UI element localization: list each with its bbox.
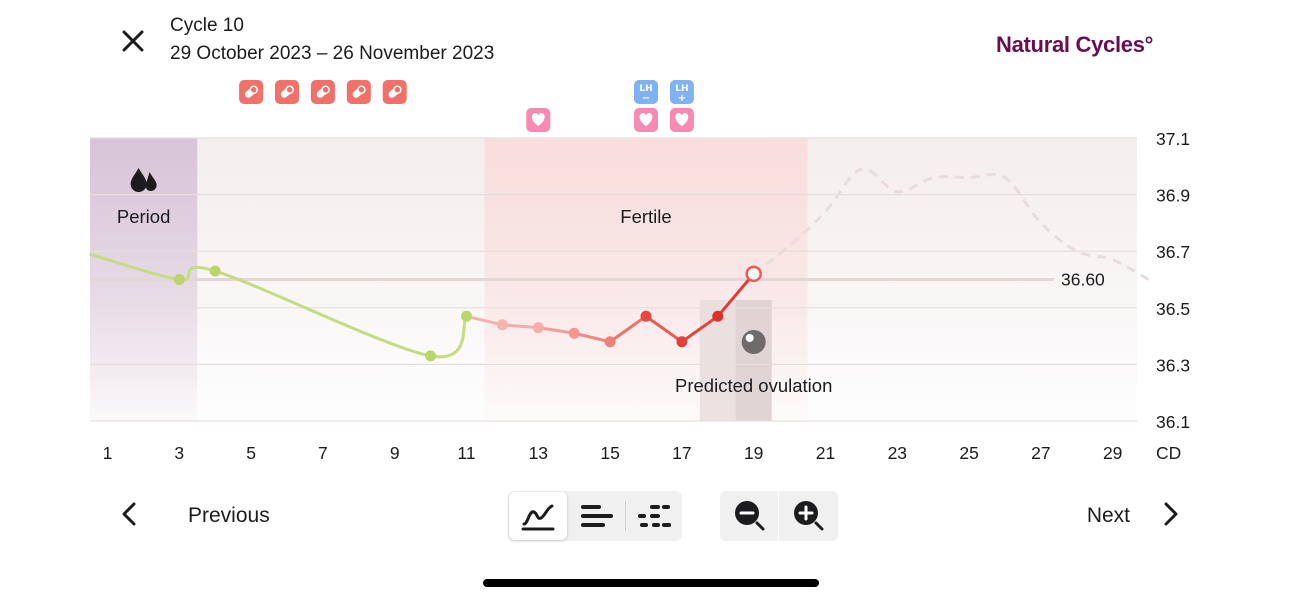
temperature-point	[173, 274, 185, 285]
svg-text:LH: LH	[639, 84, 652, 94]
close-button[interactable]	[116, 24, 150, 58]
zoom-out-button[interactable]	[720, 491, 779, 541]
temperature-point	[640, 310, 652, 322]
lh-negative-icon: LH−	[634, 80, 658, 104]
temperature-point	[532, 322, 544, 334]
drops-icon	[130, 168, 157, 192]
heart-icon	[669, 108, 694, 132]
temperature-point	[604, 336, 616, 348]
previous-cycle-button[interactable]: Previous	[110, 496, 300, 536]
latest-temperature-point	[745, 265, 762, 283]
zoom-divider	[778, 491, 779, 541]
y-tick-label: 36.5	[1156, 299, 1190, 319]
chevron-left-icon	[110, 494, 150, 539]
pill-icon	[310, 80, 335, 104]
home-indicator[interactable]	[483, 579, 819, 587]
graph-view-button[interactable]	[509, 492, 567, 540]
x-tick-label: 5	[246, 443, 256, 463]
ovulation-day-band	[735, 300, 772, 421]
fertile-line-segment	[716, 272, 756, 318]
svg-text:−: −	[642, 93, 650, 104]
y-tick-label: 36.3	[1156, 355, 1190, 375]
y-tick-label: 36.1	[1156, 412, 1190, 432]
x-tick-label: 1	[103, 443, 113, 463]
fertile-line-segment	[500, 323, 540, 330]
y-tick-label: 37.1	[1156, 129, 1190, 149]
previous-label: Previous	[188, 504, 270, 527]
x-tick-label: 29	[1103, 443, 1122, 463]
zoom-in-icon	[793, 501, 823, 531]
brand-logo: Natural Cycles°	[996, 32, 1154, 57]
pill-icon	[239, 80, 264, 104]
temperature-point	[425, 350, 437, 362]
dots-icon	[638, 505, 671, 527]
lh-positive-icon: LH+	[669, 80, 694, 104]
fertile-line-segment	[608, 314, 648, 344]
temperature-point	[676, 336, 688, 348]
x-tick-label: 11	[457, 443, 475, 463]
fertile-line-segment	[465, 314, 504, 327]
zoom-controls	[720, 491, 838, 541]
x-tick-label: 27	[1031, 443, 1050, 463]
temperature-point	[209, 265, 221, 277]
y-tick-label: 36.7	[1156, 242, 1190, 262]
x-tick-label: 21	[816, 443, 835, 463]
x-tick-label: 19	[744, 443, 763, 463]
x-tick-label: 23	[888, 443, 907, 463]
dots-view-button[interactable]	[626, 491, 684, 541]
temperature-point	[568, 327, 580, 339]
x-axis-unit-label: CD	[1156, 443, 1181, 463]
close-icon	[122, 30, 144, 52]
x-tick-label: 15	[600, 443, 619, 463]
x-tick-label: 3	[174, 443, 184, 463]
chevron-right-icon	[1150, 494, 1190, 539]
x-tick-label: 7	[318, 443, 328, 463]
period-label: Period	[117, 206, 170, 227]
nonfertile-line	[89, 252, 468, 359]
svg-text:+: +	[678, 93, 686, 104]
svg-text:LH: LH	[675, 84, 688, 94]
cycle-dates: 29 October 2023 – 26 November 2023	[170, 43, 495, 64]
predicted-ovulation-label: Predicted ovulation	[675, 375, 832, 396]
fertile-line-segment	[680, 314, 720, 344]
heart-icon	[526, 108, 551, 132]
next-cycle-button[interactable]: Next	[1050, 496, 1190, 536]
view-divider	[625, 501, 626, 531]
pill-icon	[382, 80, 407, 104]
heart-icon	[634, 108, 658, 132]
x-tick-label: 9	[390, 443, 400, 463]
temperature-point	[712, 310, 724, 322]
temperature-point	[496, 319, 508, 331]
pill-icon	[346, 80, 371, 104]
bars-icon	[581, 505, 613, 527]
y-tick-label: 36.9	[1156, 186, 1190, 206]
graph-icon	[521, 504, 555, 531]
fertile-line-segment	[572, 331, 612, 344]
x-tick-label: 17	[672, 443, 691, 463]
pill-icon	[275, 80, 299, 104]
x-tick-label: 25	[959, 443, 978, 463]
bars-view-button[interactable]	[568, 491, 626, 541]
coverline-label: 36.60	[1061, 270, 1105, 290]
view-mode-toggle	[508, 491, 682, 541]
fertile-label: Fertile	[620, 206, 671, 227]
x-tick-label: 13	[529, 443, 548, 463]
fertile-line-segment	[644, 314, 684, 344]
next-label: Next	[1086, 504, 1130, 527]
temperature-point	[461, 310, 472, 322]
zoom-in-button[interactable]	[779, 491, 838, 541]
fertile-line-segment	[536, 326, 576, 335]
cycle-title: Cycle 10	[170, 15, 244, 36]
ovulation-icon	[741, 330, 766, 354]
zoom-out-icon	[734, 501, 764, 531]
